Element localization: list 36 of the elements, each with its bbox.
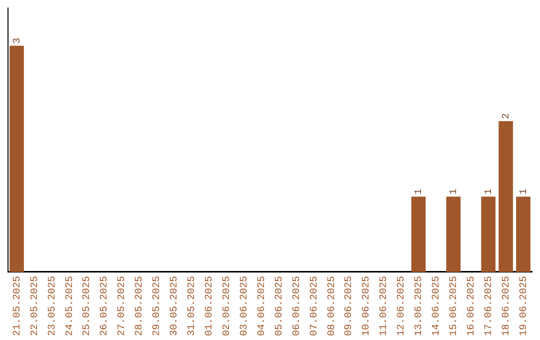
x-tick-label: 10.06.2025 xyxy=(362,276,373,336)
x-tick-label: 05.06.2025 xyxy=(274,276,286,336)
x-tick-label: 23.05.2025 xyxy=(47,276,58,336)
x-tick-label: 07.06.2025 xyxy=(309,276,320,336)
x-tick-label: 16.06.2025 xyxy=(466,276,478,336)
x-tick-label: 01.06.2025 xyxy=(204,276,216,336)
x-tick-label: 13.06.2025 xyxy=(414,276,426,336)
x-tick-label: 30.05.2025 xyxy=(170,276,181,336)
data-label: 1 xyxy=(518,188,530,195)
x-tick-label: 03.06.2025 xyxy=(239,276,250,336)
x-tick-label: 09.06.2025 xyxy=(344,276,356,336)
x-tick-label: 11.06.2025 xyxy=(379,276,390,336)
x-tick-label: 28.05.2025 xyxy=(134,276,146,336)
x-tick-label: 19.06.2025 xyxy=(518,276,530,336)
x-tick-label: 27.05.2025 xyxy=(117,276,128,336)
x-tick-label: 02.06.2025 xyxy=(222,276,233,336)
x-tick-label: 14.06.2025 xyxy=(432,276,443,336)
x-tick-label: 26.05.2025 xyxy=(100,276,111,336)
x-tick-label: 24.05.2025 xyxy=(64,276,76,336)
x-tick-label: 12.06.2025 xyxy=(396,276,408,336)
data-label: 1 xyxy=(414,188,426,195)
x-tick-label: 29.05.2025 xyxy=(152,276,164,336)
x-tick-label: 31.05.2025 xyxy=(187,276,198,336)
data-label: 2 xyxy=(501,113,512,120)
x-tick-label: 17.06.2025 xyxy=(484,276,495,336)
data-label: 3 xyxy=(12,38,24,44)
x-tick-label: 08.06.2025 xyxy=(326,276,338,336)
x-tick-label: 18.06.2025 xyxy=(501,276,512,336)
data-label: 1 xyxy=(484,188,495,195)
x-tick-label: 06.06.2025 xyxy=(292,276,303,336)
x-tick-label: 22.05.2025 xyxy=(30,276,41,336)
x-tick-label: 04.06.2025 xyxy=(256,276,268,336)
data-label: 1 xyxy=(449,188,460,195)
x-tick-label: 25.05.2025 xyxy=(82,276,94,336)
x-tick-label: 15.06.2025 xyxy=(449,276,460,336)
x-tick-label: 21.05.2025 xyxy=(12,276,24,336)
